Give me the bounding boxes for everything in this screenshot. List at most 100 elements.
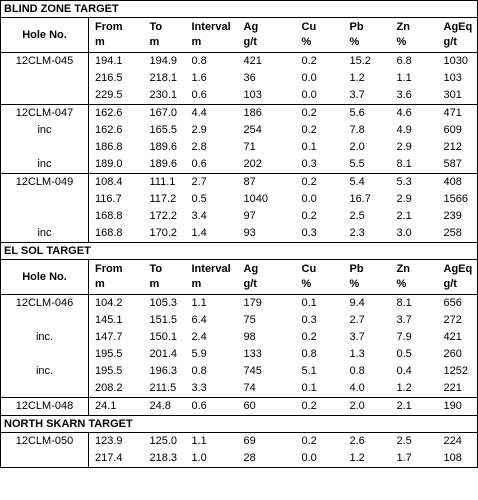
value-cell: 0.3 — [301, 227, 317, 239]
value-cell: 196.3 — [149, 365, 178, 377]
value-cell: 0.2 — [301, 55, 317, 67]
value-cell: 1.0 — [191, 452, 207, 464]
header-text: To — [149, 263, 163, 275]
value-cell: 2.8 — [191, 141, 207, 153]
value-cell: 202 — [243, 158, 262, 170]
header-cell: AgEq g/t — [437, 259, 478, 295]
value-cell: 24.8 — [143, 397, 186, 416]
value-cell: 1.7 — [396, 452, 412, 464]
header-text: Ag — [243, 21, 259, 33]
value-cell: 1030 — [443, 55, 468, 67]
header-cell: Ag g/t — [237, 259, 296, 295]
value-cell: 3.6 — [396, 89, 412, 101]
value-cell: 230.1 — [149, 89, 178, 101]
value-cell: 1.2 — [396, 382, 412, 394]
value-cell: 87 — [237, 173, 296, 191]
value-cell: 4.0 — [349, 382, 365, 394]
header-cell: From m — [88, 17, 144, 53]
data-row: 12CLM-047 162.6 167.0 4.4 186 0.2 5.6 4.6 471 — [0, 104, 478, 122]
value-cell: 167.0 — [143, 104, 186, 122]
header-text: Pb — [349, 21, 364, 33]
hole-cell: inc — [0, 225, 89, 243]
value-cell: 123.9 — [88, 432, 144, 450]
value-cell: 4.4 — [185, 104, 238, 122]
header-text: % — [349, 36, 360, 48]
value-cell: 2.6 — [343, 432, 391, 450]
value-cell: 2.7 — [185, 173, 238, 191]
value-cell: 6.4 — [191, 314, 207, 326]
value-cell: 2.1 — [396, 210, 412, 222]
header-text: AgEq — [443, 263, 473, 275]
value-cell: 1.3 — [349, 348, 365, 360]
data-row: 208.2 211.5 3.3 74 0.1 4.0 1.2 221 — [0, 380, 478, 398]
value-cell: 172.2 — [149, 210, 178, 222]
value-cell: 9.4 — [349, 297, 365, 309]
hole-cell — [0, 87, 89, 105]
value-cell: 104.2 — [95, 297, 123, 309]
data-row: inc 162.6 165.5 2.9 254 0.2 7.8 4.9 609 — [0, 122, 478, 139]
data-row: 12CLM-048 24.1 24.8 0.6 60 0.2 2.0 2.1 190 — [0, 397, 478, 416]
header-text: m — [95, 36, 105, 48]
header-text: Interval — [191, 21, 231, 33]
value-cell: 150.1 — [149, 331, 178, 343]
value-cell: 0.2 — [301, 210, 317, 222]
value-cell: 0.0 — [301, 193, 317, 205]
value-cell: 212 — [443, 141, 462, 153]
value-cell: 211.5 — [149, 382, 177, 394]
value-cell: 189.6 — [149, 158, 178, 170]
header-text: m — [149, 36, 160, 48]
hole-cell — [0, 346, 89, 363]
hole-cell: inc — [0, 122, 89, 139]
value-cell: 239 — [443, 210, 462, 222]
value-cell: 272 — [443, 314, 462, 326]
value-cell: 0.2 — [301, 124, 317, 136]
value-cell: 60 — [237, 397, 296, 416]
value-cell: 609 — [443, 124, 462, 136]
section-title-row: EL SOL TARGET — [0, 242, 478, 260]
value-cell: 168.8 — [95, 210, 123, 222]
value-cell: 1.1 — [396, 72, 412, 84]
value-cell: 258 — [443, 227, 462, 239]
value-cell: 1252 — [443, 365, 468, 377]
value-cell: 2.7 — [349, 314, 365, 326]
header-cell: To m — [143, 259, 186, 295]
value-cell: 229.5 — [95, 89, 123, 101]
header-cell: Hole No. — [0, 17, 89, 53]
value-cell: 195.5 — [95, 348, 123, 360]
value-cell: 36 — [243, 72, 256, 84]
value-cell: 0.6 — [191, 89, 207, 101]
header-text: % — [396, 278, 407, 290]
value-cell: 93 — [243, 227, 256, 239]
value-cell: 8.1 — [396, 158, 412, 170]
value-cell: 0.5 — [396, 348, 412, 360]
value-cell: 1.1 — [185, 432, 238, 450]
value-cell: 8.1 — [396, 297, 412, 309]
hole-cell — [0, 450, 89, 468]
value-cell: 2.1 — [390, 397, 438, 416]
data-row: 12CLM-046 104.2 105.3 1.1 179 0.1 9.4 8.1 656 — [0, 294, 478, 312]
header-cell: Zn% — [390, 17, 438, 53]
value-cell: 2.3 — [349, 227, 365, 239]
value-cell: 28 — [243, 452, 256, 464]
value-cell: 168.8 — [95, 227, 123, 239]
section-title-row: BLIND ZONE TARGET — [0, 0, 478, 18]
value-cell: 745 — [243, 365, 262, 377]
section-title-row: NORTH SKARN TARGET — [0, 415, 478, 433]
value-cell: 189.0 — [95, 158, 123, 170]
hole-cell: inc. — [0, 363, 89, 380]
value-cell: 0.2 — [295, 397, 344, 416]
data-row: 12CLM-049 108.4 111.1 2.7 87 0.2 5.4 5.3 408 — [0, 173, 478, 191]
value-cell: 105.3 — [149, 297, 178, 309]
header-text: Cu — [301, 21, 317, 33]
value-cell: 0.8 — [191, 365, 207, 377]
value-cell: 0.2 — [295, 104, 344, 122]
value-cell: 0.1 — [301, 297, 317, 309]
header-cell: Interval m — [185, 259, 238, 295]
header-text: From — [95, 263, 123, 275]
hole-cell: inc. — [0, 329, 89, 346]
value-cell: 260 — [443, 348, 462, 360]
header-text: Zn — [396, 263, 410, 275]
value-cell: 5.3 — [390, 173, 438, 191]
hole-cell: 12CLM-047 — [0, 104, 89, 122]
